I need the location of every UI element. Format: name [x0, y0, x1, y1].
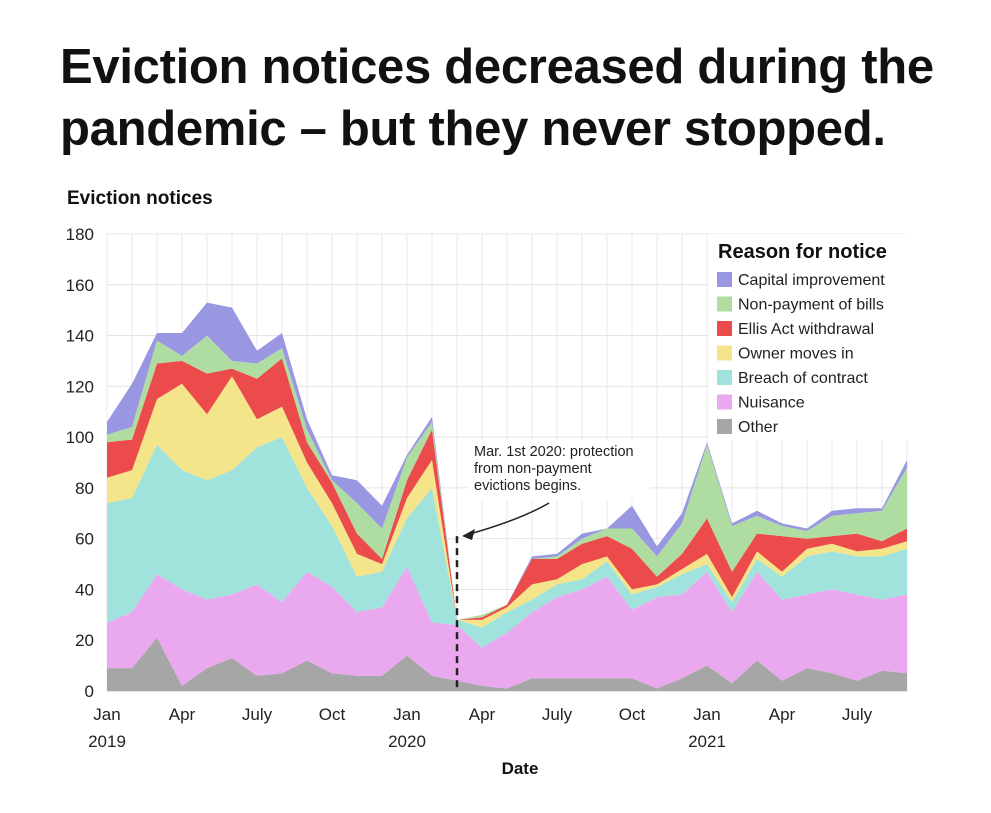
- x-tick-label: July: [542, 705, 573, 724]
- x-tick-year-label: 2020: [388, 732, 426, 751]
- annotation-text-line: evictions begins.: [474, 478, 581, 494]
- annotation-text-line: Mar. 1st 2020: protection: [474, 444, 634, 460]
- x-tick-year-label: 2021: [688, 732, 726, 751]
- annotation-arrow-line: [465, 502, 550, 536]
- legend-label-ellis-act-withdrawal: Ellis Act withdrawal: [738, 321, 874, 338]
- y-tick-label: 40: [75, 580, 94, 599]
- x-tick-label: July: [842, 705, 873, 724]
- annotation-background: [468, 440, 650, 500]
- x-axis-title: Date: [502, 759, 539, 778]
- x-tick-year-label: 2019: [88, 732, 126, 751]
- legend-swatch-breach-of-contract: [717, 370, 732, 385]
- legend-swatch-capital-improvement: [717, 272, 732, 287]
- x-tick-label: Apr: [769, 705, 796, 724]
- area-owner-moves-in: [107, 376, 907, 628]
- legend: Reason for notice Capital improvement Non…: [708, 234, 908, 440]
- x-tick-label: Apr: [169, 705, 196, 724]
- x-tick-label: Jan: [693, 705, 720, 724]
- x-tick-label: Oct: [319, 705, 346, 724]
- y-tick-label: 100: [66, 428, 94, 447]
- area-other: [107, 637, 907, 691]
- chart-title: Eviction notices decreased during the pa…: [60, 40, 934, 156]
- area-series: [107, 302, 907, 691]
- y-tick-label: 60: [75, 530, 94, 549]
- y-tick-label: 80: [75, 479, 94, 498]
- annotation-arrow-head: [462, 529, 475, 540]
- legend-label-other: Other: [738, 419, 779, 436]
- area-ellis-act-withdrawal: [107, 358, 907, 620]
- y-tick-label: 160: [66, 276, 94, 295]
- legend-swatch-ellis-act-withdrawal: [717, 321, 732, 336]
- x-tick-label: July: [242, 705, 273, 724]
- y-tick-label: 20: [75, 631, 94, 650]
- area-breach-of-contract: [107, 437, 907, 648]
- y-axis-title: Eviction notices: [67, 188, 213, 209]
- legend-label-breach-of-contract: Breach of contract: [738, 370, 868, 387]
- area-capital-improvement: [107, 302, 907, 620]
- y-tick-label: 120: [66, 377, 94, 396]
- x-tick-label: Oct: [619, 705, 646, 724]
- y-tick-label: 140: [66, 327, 94, 346]
- legend-swatch-owner-moves-in: [717, 345, 732, 361]
- annotation-text-line: from non-payment: [474, 461, 592, 477]
- y-axis: 0 20 40 60 80 100 120 140 160 180: [66, 225, 94, 701]
- legend-label-nuisance: Nuisance: [738, 395, 805, 412]
- legend-background: [708, 234, 908, 440]
- x-tick-label: Jan: [393, 705, 420, 724]
- x-axis: Jan 2019 Apr July Oct Jan 2020 Apr July Oct Jan 202…: [88, 705, 873, 751]
- legend-title: Reason for notice: [718, 241, 887, 263]
- y-tick-label: 0: [85, 682, 94, 701]
- legend-label-capital-improvement: Capital improvement: [738, 272, 885, 289]
- y-tick-label: 180: [66, 225, 94, 244]
- x-tick-label: Jan: [93, 705, 120, 724]
- x-tick-label: Apr: [469, 705, 496, 724]
- legend-label-non-payment-of-bills: Non-payment of bills: [738, 297, 884, 314]
- area-nuisance: [107, 566, 907, 689]
- legend-swatch-non-payment-of-bills: [717, 296, 732, 312]
- legend-swatch-other: [717, 419, 732, 434]
- legend-label-owner-moves-in: Owner moves in: [738, 346, 854, 363]
- legend-swatch-nuisance: [717, 394, 732, 410]
